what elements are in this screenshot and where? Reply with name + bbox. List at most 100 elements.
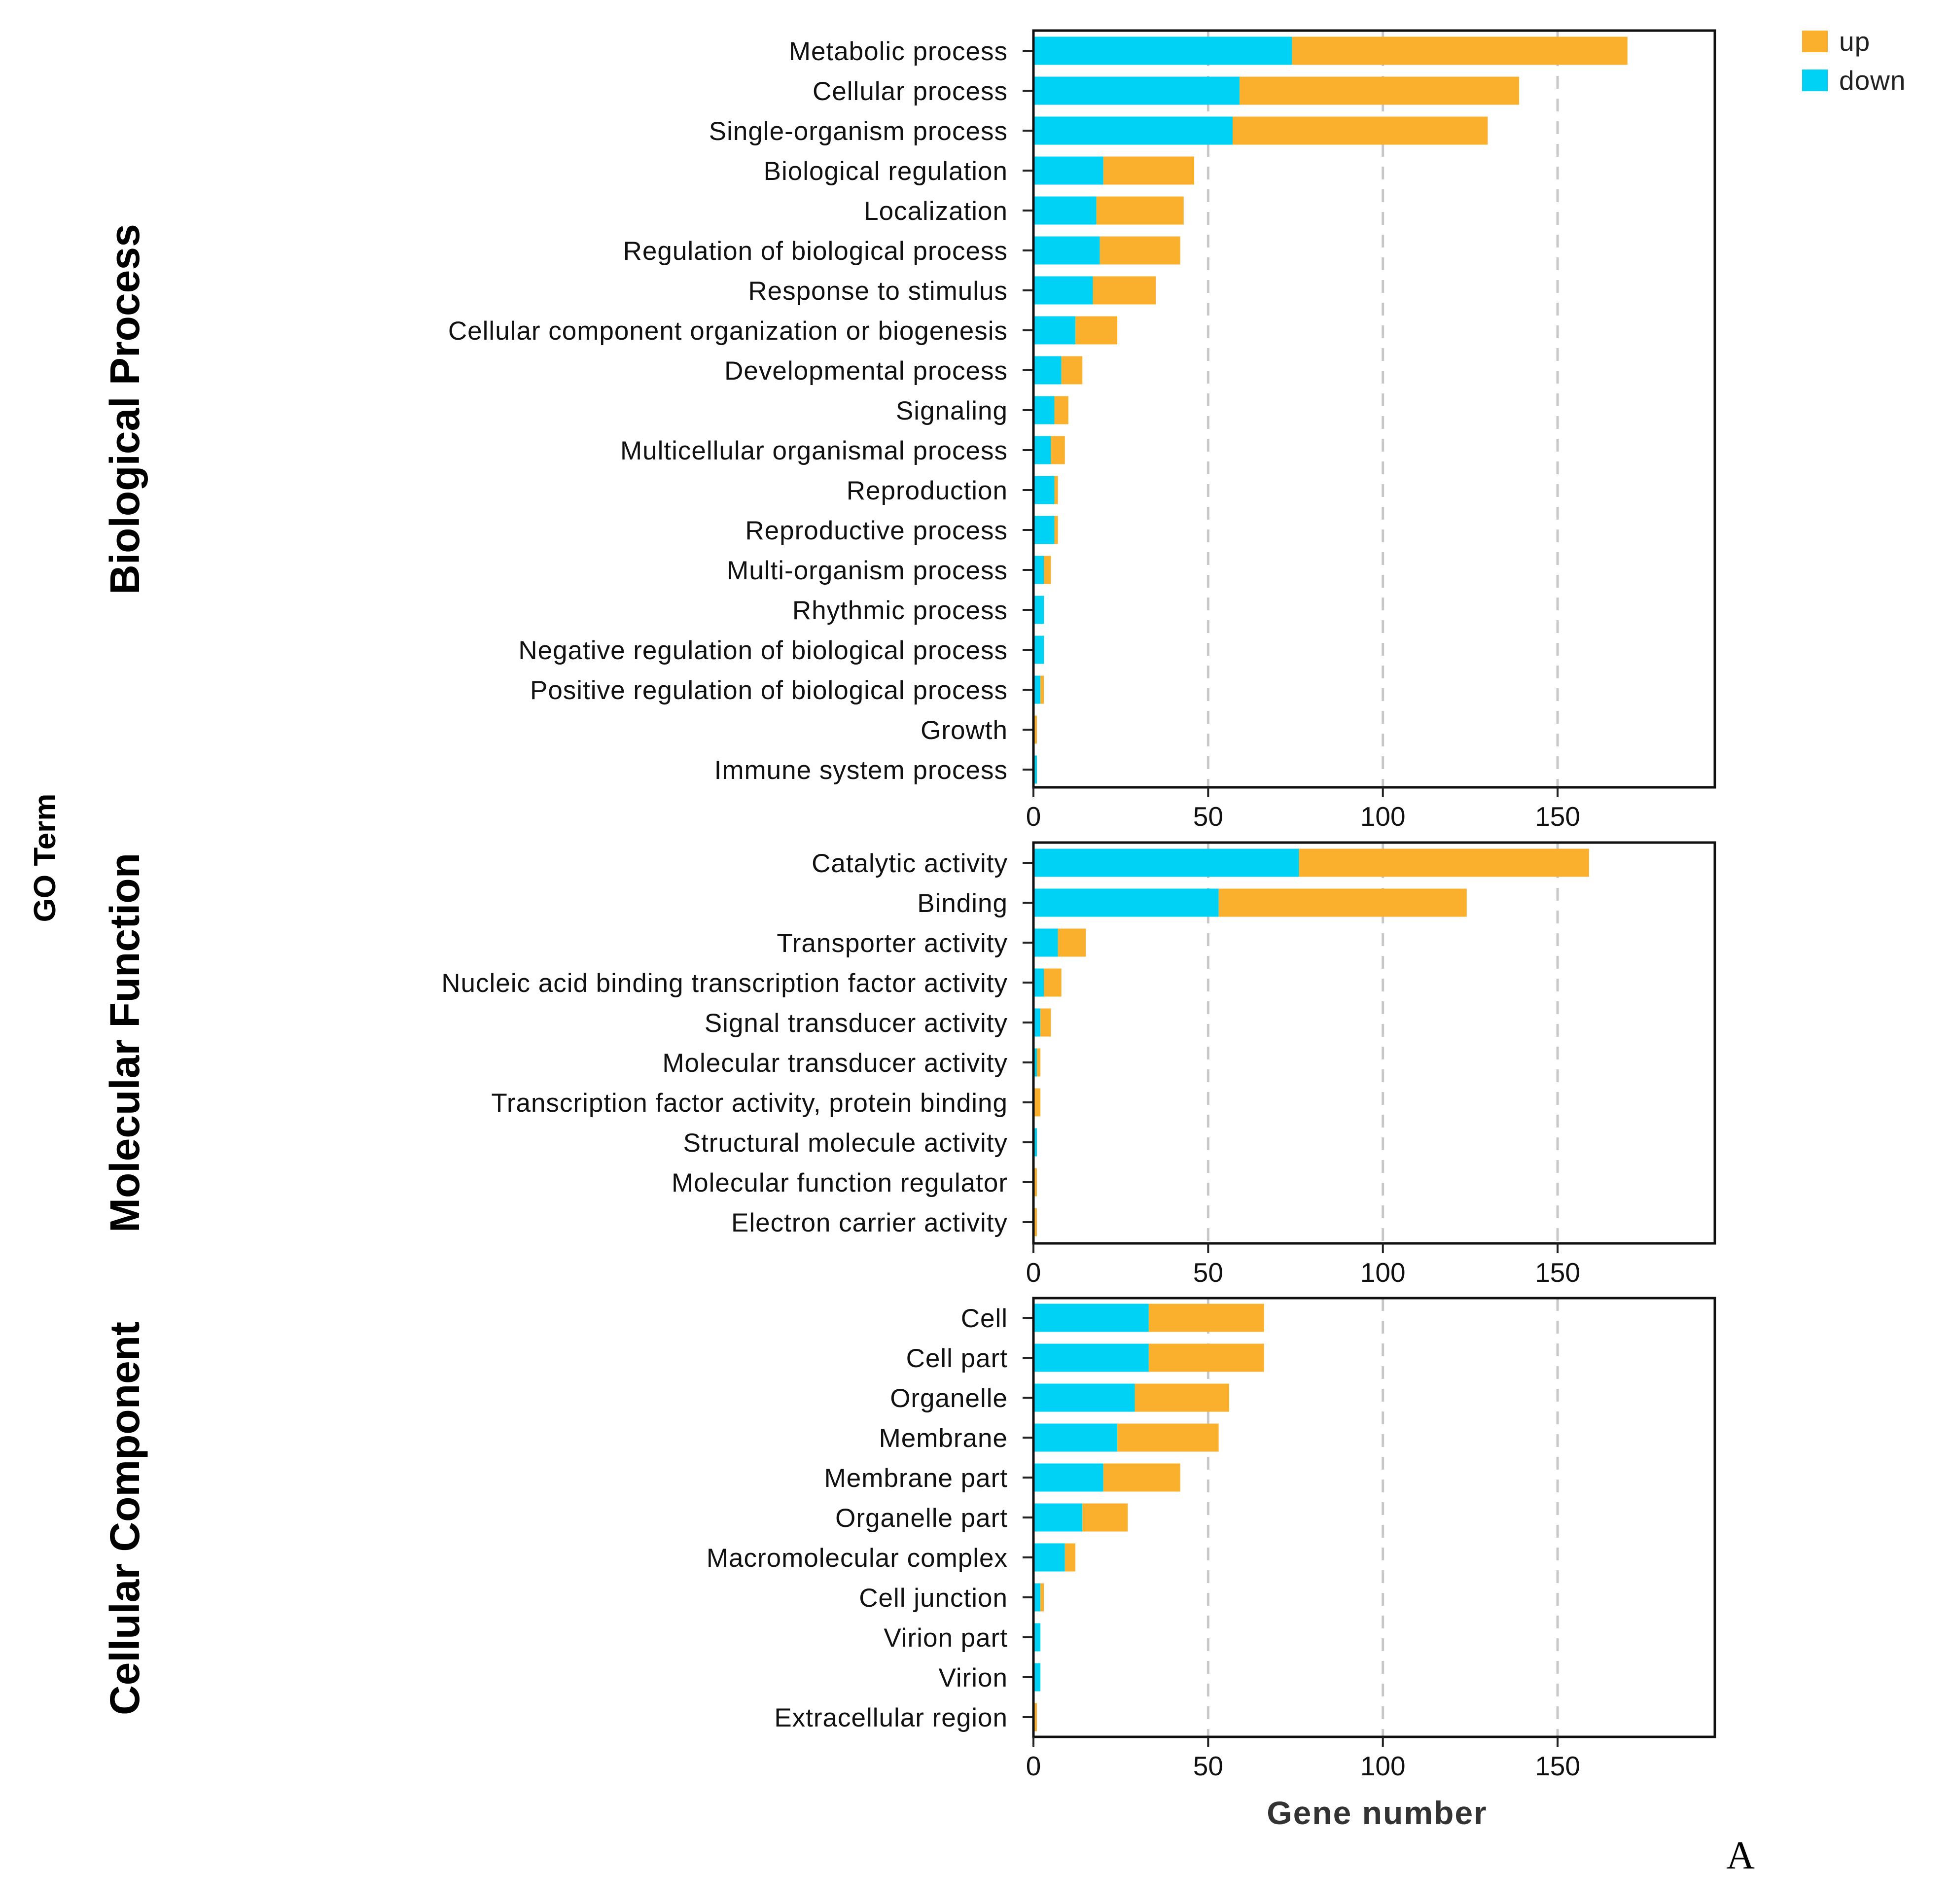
bar-up <box>1103 156 1195 185</box>
bar-down <box>1033 1008 1041 1037</box>
x-tick-label: 100 <box>1360 801 1406 832</box>
bar-up <box>1033 1088 1041 1117</box>
panel-title: Biological Process <box>102 224 148 595</box>
category-label: Cellular component organization or bioge… <box>448 317 1008 346</box>
bar-up <box>1061 356 1083 385</box>
legend-label: down <box>1839 65 1906 96</box>
category-label: Developmental process <box>724 356 1008 386</box>
x-tick-label: 150 <box>1535 801 1580 832</box>
panel-biological-process: Biological Process Metabolic process Cellu… <box>102 29 1716 832</box>
bar-up <box>1299 848 1589 877</box>
category-label: Catalytic activity <box>812 849 1008 878</box>
category-label: Transporter activity <box>777 929 1008 958</box>
legend-label: up <box>1839 26 1870 57</box>
bar-down <box>1033 556 1044 584</box>
category-label: Nucleic acid binding transcription facto… <box>441 969 1008 998</box>
bar-down <box>1033 356 1062 385</box>
bar-down <box>1033 1663 1041 1692</box>
category-label: Cell part <box>906 1344 1008 1373</box>
bar-down <box>1033 316 1076 345</box>
bar-up <box>1096 196 1184 225</box>
category-label: Regulation of biological process <box>623 237 1008 266</box>
category-label: Reproduction <box>847 476 1008 505</box>
category-label: Extracellular region <box>774 1703 1008 1732</box>
category-label: Positive regulation of biological proces… <box>530 676 1008 705</box>
category-label: Rhythmic process <box>792 596 1008 625</box>
category-label: Cell junction <box>859 1584 1008 1613</box>
bar-up <box>1033 1703 1037 1731</box>
bar-up <box>1100 236 1180 265</box>
x-tick-label: 0 <box>1026 801 1041 832</box>
legend-item-up: up <box>1802 26 1870 57</box>
category-label: Binding <box>917 889 1008 918</box>
bar-up <box>1064 1543 1076 1572</box>
bar-up <box>1082 1503 1128 1532</box>
x-tick-label: 0 <box>1026 1751 1041 1781</box>
bar-up <box>1044 556 1051 584</box>
bar-up <box>1033 1208 1037 1236</box>
bar-up <box>1054 476 1058 504</box>
bar-up <box>1117 1423 1219 1452</box>
category-label: Single-organism process <box>709 117 1008 146</box>
category-label: Membrane <box>879 1424 1008 1453</box>
bar-down <box>1033 516 1055 544</box>
bar-up <box>1054 516 1058 544</box>
category-label: Molecular transducer activity <box>662 1049 1008 1078</box>
category-label: Cell <box>961 1304 1008 1333</box>
panel-title: Cellular Component <box>102 1322 148 1715</box>
category-label: Localization <box>864 197 1008 226</box>
bar-down <box>1033 76 1240 105</box>
legend-swatch <box>1802 31 1828 52</box>
bar-up <box>1240 76 1520 105</box>
bar-down <box>1033 596 1044 624</box>
bar-up <box>1040 1583 1044 1612</box>
bar-up <box>1054 396 1068 424</box>
bar-down <box>1033 1583 1041 1612</box>
bar-down <box>1033 755 1037 784</box>
category-label: Immune system process <box>714 756 1008 785</box>
category-label: Growth <box>921 716 1008 745</box>
panel-cellular-component: Cellular Component Cell Cell part Organelle… <box>102 1297 1716 1781</box>
figure-label: A <box>1726 1834 1755 1877</box>
bar-up <box>1292 36 1628 65</box>
bar-up <box>1135 1383 1229 1412</box>
bar-up <box>1040 675 1044 704</box>
x-tick-label: 50 <box>1193 1751 1223 1781</box>
bar-down <box>1033 1503 1083 1532</box>
bar-down <box>1033 1383 1135 1412</box>
bar-down <box>1033 675 1041 704</box>
category-label: Transcription factor activity, protein b… <box>491 1089 1008 1118</box>
category-label: Negative regulation of biological proces… <box>518 636 1008 665</box>
panel-title: Molecular Function <box>102 853 148 1233</box>
bar-up <box>1037 1048 1041 1077</box>
bar-down <box>1033 928 1058 957</box>
x-axis-title: Gene number <box>1267 1795 1487 1831</box>
x-tick-label: 50 <box>1193 801 1223 832</box>
bar-down <box>1033 848 1299 877</box>
x-tick-label: 0 <box>1026 1257 1041 1288</box>
chart-panels: Biological Process Metabolic process Cellu… <box>102 29 1716 1781</box>
panel-frame <box>1032 1297 1716 1738</box>
bar-down <box>1033 1128 1037 1157</box>
bar-up <box>1051 436 1065 464</box>
category-label: Response to stimulus <box>748 277 1008 306</box>
x-tick-label: 150 <box>1535 1751 1580 1781</box>
bar-down <box>1033 888 1219 917</box>
category-label: Virion part <box>884 1623 1008 1653</box>
bar-up <box>1058 928 1086 957</box>
x-tick-label: 50 <box>1193 1257 1223 1288</box>
bar-up <box>1044 968 1062 997</box>
panel-molecular-function: Molecular Function Catalytic activity Bind… <box>102 841 1716 1288</box>
bar-down <box>1033 1543 1065 1572</box>
x-tick-label: 100 <box>1360 1257 1406 1288</box>
category-label: Signaling <box>896 396 1008 425</box>
bar-down <box>1033 156 1103 185</box>
bar-down <box>1033 236 1100 265</box>
panel-frame <box>1032 29 1716 789</box>
bar-down <box>1033 396 1055 424</box>
bar-down <box>1033 1463 1103 1492</box>
category-label: Multi-organism process <box>727 556 1008 585</box>
legend-item-down: down <box>1802 65 1906 96</box>
bar-up <box>1232 116 1488 145</box>
